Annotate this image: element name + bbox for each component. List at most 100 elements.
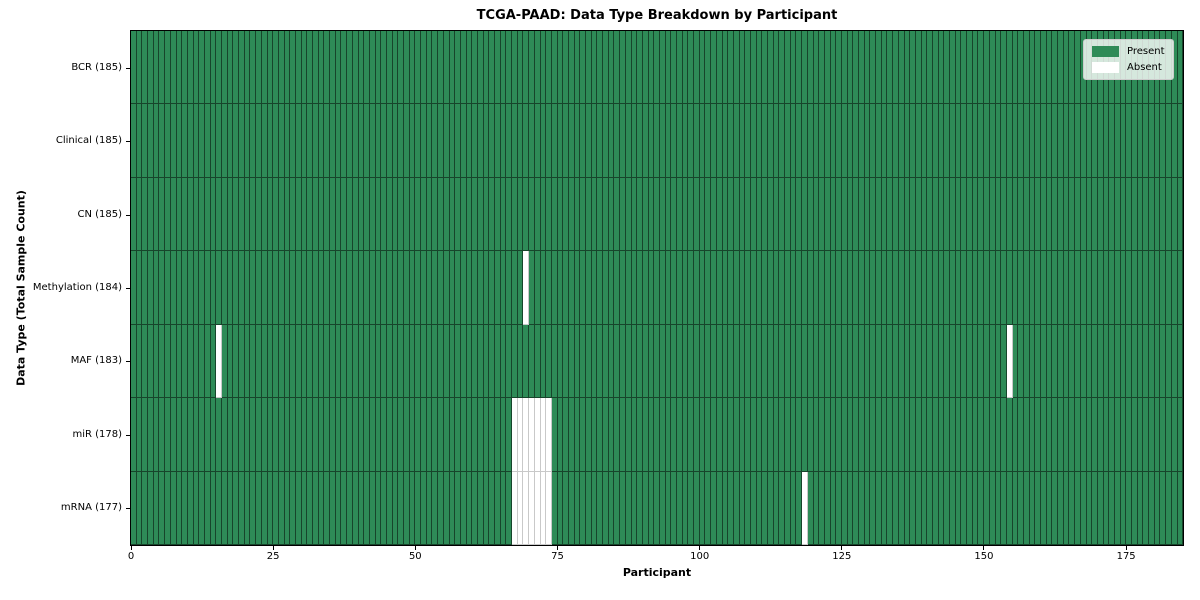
present-cell	[608, 31, 615, 105]
present-cell	[381, 104, 387, 178]
present-cell	[989, 324, 996, 399]
present-cell	[131, 251, 137, 325]
present-cell	[409, 324, 416, 399]
present-cell	[631, 31, 638, 105]
absent-cell	[529, 471, 535, 545]
present-cell	[881, 104, 888, 178]
present-cell	[699, 177, 706, 252]
present-cell	[455, 177, 461, 252]
present-cell	[591, 177, 598, 252]
present-cell	[870, 104, 877, 178]
absent-cell	[523, 471, 530, 545]
present-cell	[620, 471, 626, 545]
present-cell	[546, 104, 552, 178]
present-cell	[887, 398, 894, 472]
present-cell	[1160, 177, 1167, 252]
present-cell	[216, 398, 222, 472]
present-cell	[625, 177, 632, 252]
present-cell	[864, 104, 871, 178]
present-cell	[682, 177, 689, 252]
present-cell	[824, 177, 831, 252]
present-cell	[682, 398, 689, 472]
present-cell	[972, 324, 979, 399]
present-cell	[1006, 104, 1013, 178]
present-cell	[1006, 31, 1013, 105]
present-cell	[864, 31, 871, 105]
present-cell	[227, 324, 234, 399]
present-cell	[455, 251, 461, 325]
present-cell	[881, 177, 888, 252]
legend-swatch-absent	[1092, 62, 1119, 73]
present-cell	[597, 471, 604, 545]
present-cell	[733, 398, 740, 472]
present-cell	[1171, 104, 1178, 178]
present-cell	[438, 324, 444, 399]
present-cell	[341, 398, 348, 472]
present-cell	[938, 104, 945, 178]
present-cell	[529, 177, 535, 252]
present-cell	[398, 104, 404, 178]
present-cell	[170, 104, 177, 178]
present-cell	[1046, 31, 1053, 105]
present-cell	[932, 31, 939, 105]
present-cell	[972, 31, 979, 105]
present-cell	[199, 31, 205, 105]
present-cell	[352, 251, 359, 325]
present-cell	[375, 177, 382, 252]
present-cell	[642, 177, 649, 252]
present-cell	[460, 471, 467, 545]
present-cell	[642, 324, 649, 399]
present-cell	[819, 398, 825, 472]
present-cell	[711, 471, 717, 545]
present-cell	[273, 177, 279, 252]
present-cell	[853, 31, 859, 105]
present-cell	[950, 398, 956, 472]
present-cell	[1171, 177, 1178, 252]
present-cell	[955, 398, 962, 472]
y-tick-label-clinical: Clinical (185)	[55, 135, 122, 147]
present-cell	[131, 471, 137, 545]
present-cell	[335, 324, 342, 399]
present-cell	[204, 251, 211, 325]
present-cell	[779, 471, 786, 545]
present-cell	[1154, 104, 1161, 178]
present-cell	[705, 104, 712, 178]
present-cell	[887, 177, 894, 252]
present-cell	[335, 31, 342, 105]
present-cell	[523, 324, 530, 399]
present-cell	[204, 398, 211, 472]
present-cell	[534, 31, 541, 105]
present-cell	[620, 251, 626, 325]
present-cell	[1143, 251, 1150, 325]
present-cell	[1058, 398, 1064, 472]
present-cell	[273, 31, 279, 105]
present-cell	[1023, 177, 1030, 252]
present-cell	[193, 324, 200, 399]
present-cell	[301, 251, 308, 325]
present-cell	[995, 471, 1002, 545]
present-cell	[677, 251, 683, 325]
present-cell	[859, 177, 865, 252]
present-cell	[392, 324, 399, 399]
present-cell	[1006, 398, 1013, 472]
present-cell	[1120, 104, 1127, 178]
present-cell	[438, 398, 444, 472]
present-cell	[830, 177, 837, 252]
present-cell	[1120, 471, 1127, 545]
present-cell	[989, 471, 996, 545]
present-cell	[762, 104, 768, 178]
present-cell	[250, 324, 257, 399]
present-cell	[620, 324, 626, 399]
present-cell	[540, 324, 547, 399]
present-cell	[1132, 104, 1138, 178]
present-cell	[165, 177, 171, 252]
present-cell	[216, 177, 222, 252]
present-cell	[534, 324, 541, 399]
present-cell	[950, 324, 956, 399]
present-cell	[1012, 398, 1019, 472]
present-cell	[170, 398, 177, 472]
present-cell	[193, 471, 200, 545]
present-cell	[233, 398, 240, 472]
present-cell	[210, 104, 217, 178]
present-cell	[324, 471, 331, 545]
